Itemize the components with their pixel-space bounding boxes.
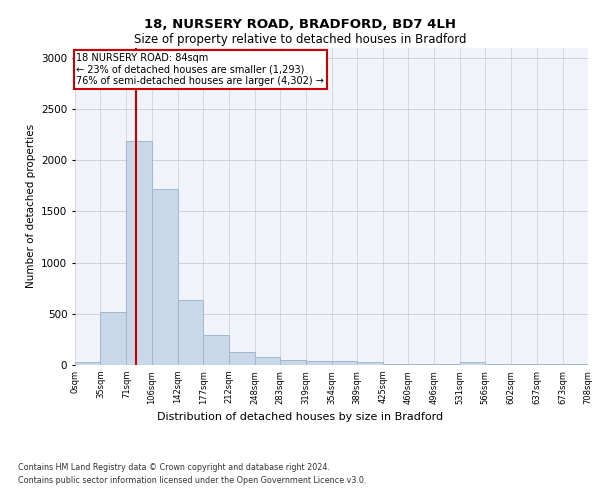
Bar (229, 352, 254, 365)
Text: Contains HM Land Registry data © Crown copyright and database right 2024.: Contains HM Land Registry data © Crown c… (18, 462, 330, 471)
Bar (75, 362, 100, 365)
Bar (203, 335, 229, 365)
Bar (511, 364, 536, 365)
Bar (331, 361, 357, 365)
Bar (152, 189, 178, 365)
Bar (357, 362, 383, 365)
Text: 18, NURSERY ROAD, BRADFORD, BD7 4LH: 18, NURSERY ROAD, BRADFORD, BD7 4LH (144, 18, 456, 30)
Bar (306, 361, 331, 365)
Bar (100, 312, 127, 365)
Bar (434, 364, 460, 365)
Bar (280, 360, 306, 365)
Text: 18 NURSERY ROAD: 84sqm
← 23% of detached houses are smaller (1,293)
76% of semi-: 18 NURSERY ROAD: 84sqm ← 23% of detached… (76, 52, 325, 86)
Bar (383, 364, 409, 365)
Bar (460, 362, 485, 365)
Bar (127, 140, 152, 365)
Bar (254, 358, 280, 365)
Text: Size of property relative to detached houses in Bradford: Size of property relative to detached ho… (134, 32, 466, 46)
Text: Contains public sector information licensed under the Open Government Licence v3: Contains public sector information licen… (18, 476, 367, 485)
Bar (485, 364, 511, 365)
Bar (563, 364, 588, 365)
Bar (178, 300, 203, 365)
Bar (409, 364, 434, 365)
Y-axis label: Number of detached properties: Number of detached properties (26, 124, 35, 288)
Bar (536, 364, 563, 365)
Text: Distribution of detached houses by size in Bradford: Distribution of detached houses by size … (157, 412, 443, 422)
